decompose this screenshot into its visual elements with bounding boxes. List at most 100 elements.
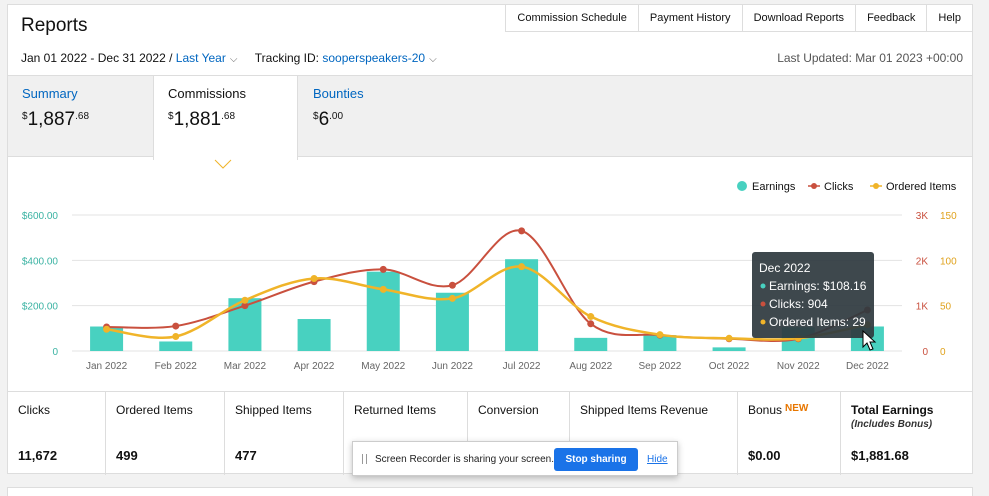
stat-label: Conversion xyxy=(478,403,539,417)
x-tick-label: Sep 2022 xyxy=(639,361,682,372)
y-right-outer-tick-label: 1K xyxy=(916,302,929,313)
next-panel-edge xyxy=(7,487,973,496)
screen-recorder-banner: Screen Recorder is sharing your screen. … xyxy=(352,441,678,476)
point-clicks xyxy=(172,322,180,330)
stat-total-earnings: Total Earnings (Includes Bonus) $1,881.6… xyxy=(841,392,972,475)
stat-bonus: Bonus NEW $0.00 xyxy=(738,392,841,475)
feedback-link[interactable]: Feedback xyxy=(856,5,928,31)
report-tabs: Summary $1,887.68 Commissions $1,881.68 … xyxy=(8,75,972,160)
last-updated: Last Updated: Mar 01 2023 +00:00 xyxy=(777,51,963,65)
x-tick-label: Jun 2022 xyxy=(432,361,474,372)
tab-bounties-label: Bounties xyxy=(313,86,364,101)
tooltip-dot xyxy=(760,301,766,307)
y-left-tick-label: $200.00 xyxy=(22,302,59,313)
bar-earnings xyxy=(505,259,539,351)
tooltip-dot xyxy=(760,319,766,325)
y-right-inner-tick-label: 150 xyxy=(940,211,957,222)
tooltip-line: Ordered Items: 29 xyxy=(769,315,866,329)
point-ordered-items xyxy=(725,334,733,342)
stat-label: Shipped Items Revenue xyxy=(580,403,709,417)
tab-commissions[interactable]: Commissions $1,881.68 xyxy=(153,76,298,160)
line-ordered-items xyxy=(106,265,868,341)
commission-schedule-link[interactable]: Commission Schedule xyxy=(506,5,639,31)
y-right-outer-tick-label: 3K xyxy=(916,211,929,222)
tab-commissions-label: Commissions xyxy=(168,86,247,101)
y-left-tick-label: 0 xyxy=(52,347,58,358)
tooltip-line: Clicks: 904 xyxy=(769,297,828,311)
point-ordered-items xyxy=(310,274,318,282)
drag-handle-icon[interactable] xyxy=(362,454,367,464)
bar-earnings xyxy=(297,319,331,351)
stat-value: 499 xyxy=(116,448,138,463)
y-right-inner-tick-label: 100 xyxy=(940,256,957,267)
top-navigation: Commission Schedule Payment History Down… xyxy=(505,5,972,32)
period-dropdown[interactable]: Last Year ⌵ xyxy=(175,51,238,65)
bar-earnings xyxy=(712,347,746,351)
reports-panel: Reports Commission Schedule Payment Hist… xyxy=(7,4,973,475)
date-range-label: Jan 01 2022 - Dec 31 2022 / xyxy=(21,51,173,65)
y-right-outer-tick-label: 2K xyxy=(916,256,929,267)
stat-shipped-items-revenue: Shipped Items Revenue xyxy=(570,392,738,475)
y-left-tick-label: $600.00 xyxy=(22,211,59,222)
legend-marker xyxy=(737,181,747,191)
stop-sharing-button[interactable]: Stop sharing xyxy=(554,448,638,471)
legend-marker xyxy=(873,183,879,189)
tab-bounties-value: $6.00 xyxy=(313,109,344,130)
point-ordered-items xyxy=(587,313,595,321)
tooltip-title: Dec 2022 xyxy=(759,261,811,275)
tooltip-dot xyxy=(760,283,766,289)
point-ordered-items xyxy=(448,294,456,302)
stat-shipped-items: Shipped Items 477 xyxy=(225,392,344,475)
stat-value: $1,881.68 xyxy=(851,448,909,463)
x-tick-label: Mar 2022 xyxy=(224,361,267,372)
point-clicks xyxy=(241,302,249,310)
legend-label: Clicks xyxy=(824,181,854,193)
payment-history-link[interactable]: Payment History xyxy=(639,5,743,31)
point-clicks xyxy=(448,281,456,289)
stat-value: 11,672 xyxy=(18,448,58,463)
report-filters: Jan 01 2022 - Dec 31 2022 / Last Year ⌵ T… xyxy=(21,51,437,65)
bar-earnings xyxy=(159,341,193,351)
y-right-inner-tick-label: 50 xyxy=(940,302,952,313)
bar-earnings xyxy=(435,292,469,351)
x-tick-label: May 2022 xyxy=(361,361,405,372)
y-left-tick-label: $400.00 xyxy=(22,256,59,267)
stat-conversion: Conversion xyxy=(468,392,570,475)
tab-summary[interactable]: Summary $1,887.68 xyxy=(8,76,153,158)
x-tick-label: Oct 2022 xyxy=(709,361,750,372)
point-clicks xyxy=(587,320,595,328)
y-right-outer-tick-label: 0 xyxy=(922,347,928,358)
point-ordered-items xyxy=(379,285,387,293)
point-ordered-items xyxy=(656,331,664,339)
stat-value: $0.00 xyxy=(748,448,781,463)
stat-label: Ordered Items xyxy=(116,403,193,417)
new-badge: NEW xyxy=(785,403,809,414)
chart-svg: $600.00 3K 150 $400.00 2K 100 $200.00 1K 50 0 0 0 Ja… xyxy=(22,181,957,372)
legend-marker xyxy=(811,183,817,189)
stat-clicks: Clicks 11,672 xyxy=(8,392,106,475)
tooltip-box xyxy=(752,252,874,338)
point-ordered-items xyxy=(103,325,111,333)
download-reports-link[interactable]: Download Reports xyxy=(743,5,857,31)
point-ordered-items xyxy=(172,332,180,340)
x-tick-label: Aug 2022 xyxy=(569,361,612,372)
stat-ordered-items: Ordered Items 499 xyxy=(106,392,225,475)
tab-summary-label: Summary xyxy=(22,86,78,101)
stat-label: Returned Items xyxy=(354,403,437,417)
legend-label: Earnings xyxy=(752,181,796,193)
cursor-icon xyxy=(862,329,877,351)
help-link[interactable]: Help xyxy=(938,12,961,24)
tracking-id-dropdown[interactable]: sooperspeakers-20 ⌵ xyxy=(322,51,437,65)
point-ordered-items xyxy=(518,263,526,271)
active-tab-pointer-icon xyxy=(214,159,232,169)
stat-returned-items: Returned Items xyxy=(344,392,468,475)
x-tick-label: Apr 2022 xyxy=(294,361,335,372)
tab-bounties[interactable]: Bounties $6.00 xyxy=(299,76,444,158)
x-tick-label: Feb 2022 xyxy=(155,361,198,372)
bar-earnings xyxy=(574,337,608,351)
x-tick-label: Dec 2022 xyxy=(846,361,889,372)
hide-link[interactable]: Hide xyxy=(647,454,668,465)
page-title: Reports xyxy=(21,15,88,36)
bar-earnings xyxy=(366,271,400,351)
stat-value: 477 xyxy=(235,448,257,463)
